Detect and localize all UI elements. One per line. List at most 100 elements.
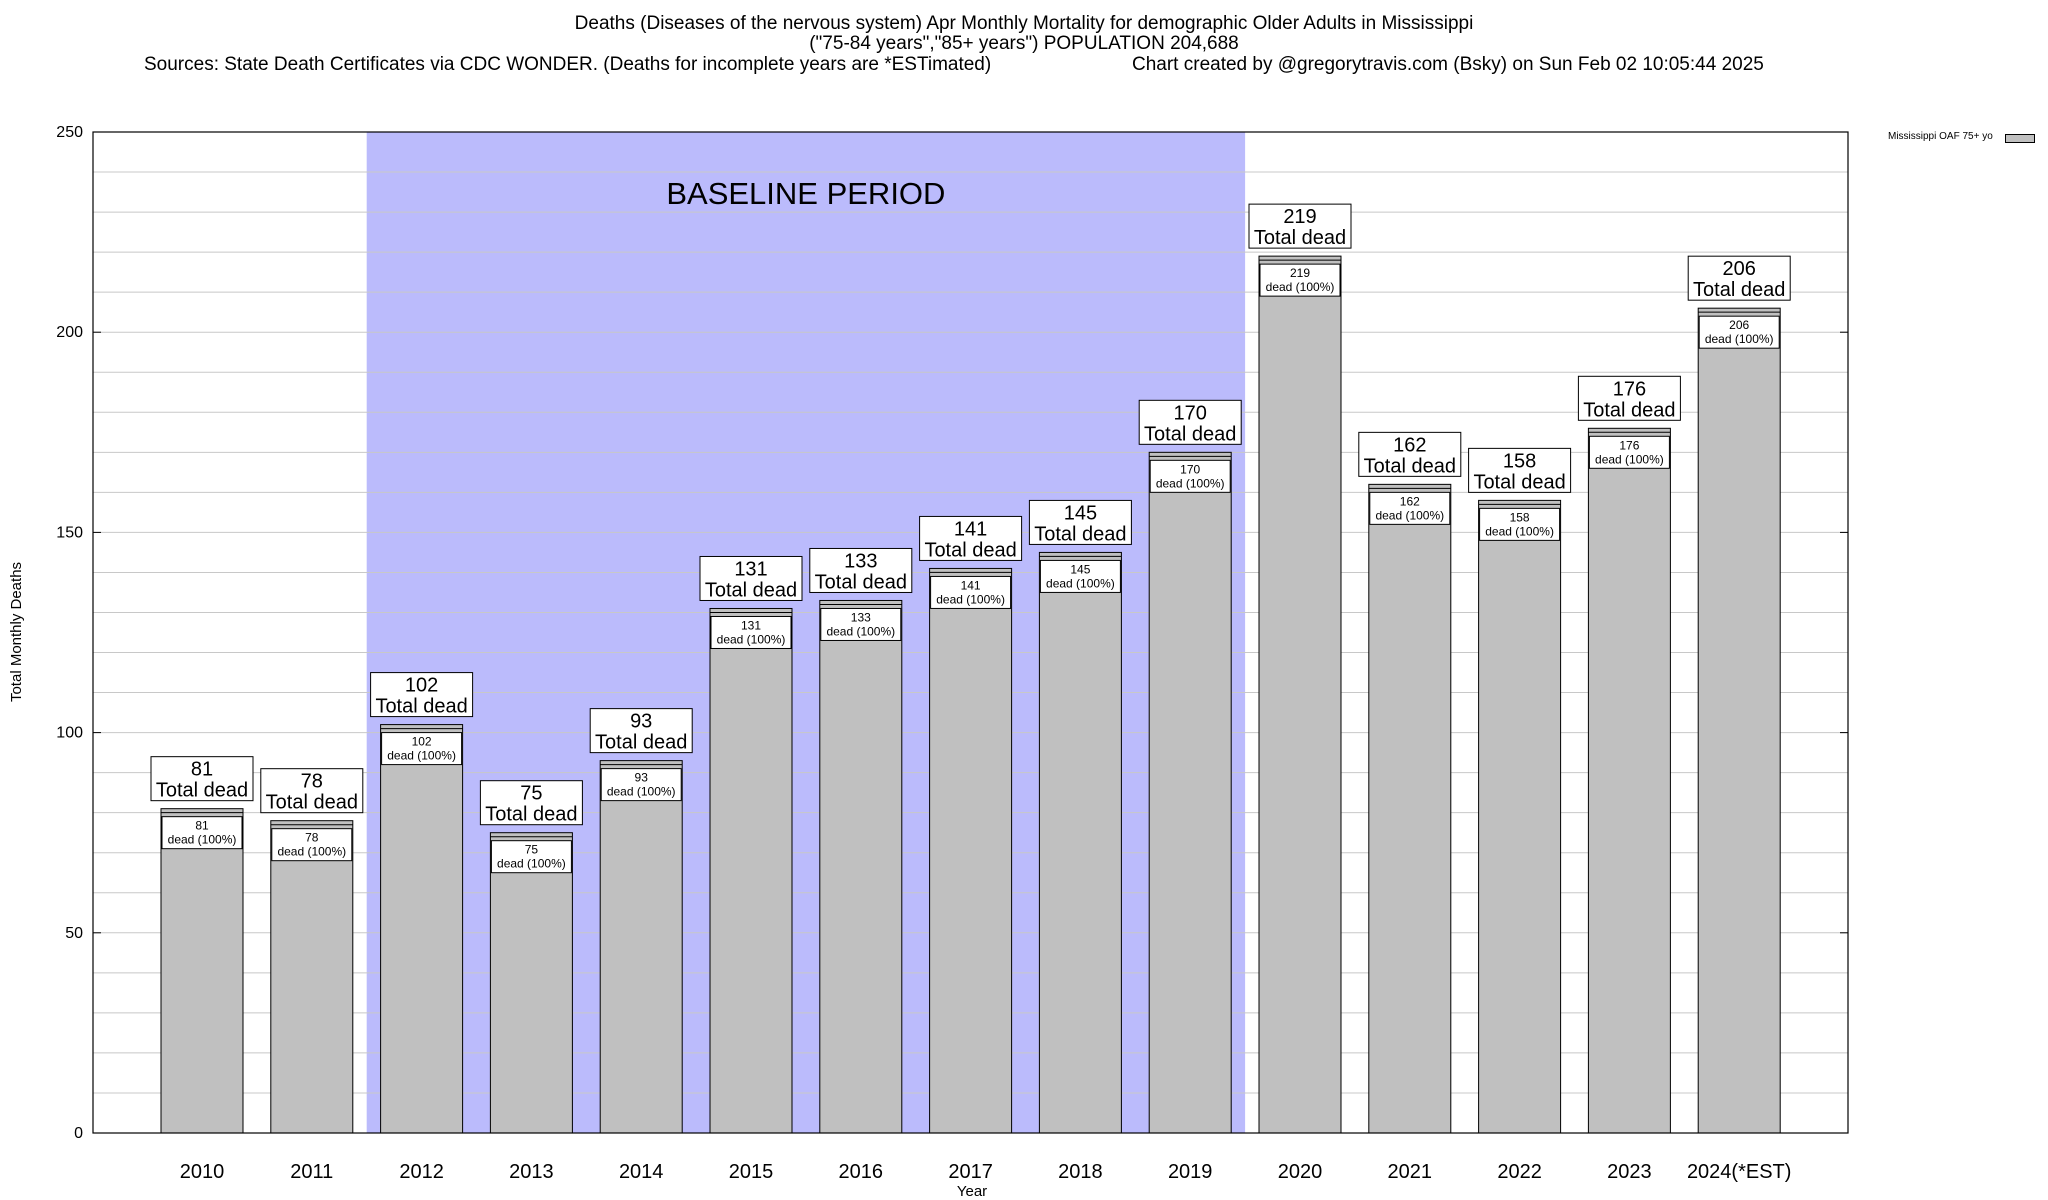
inner-label-box — [1479, 507, 1561, 541]
inner-percent-label: dead (100%) — [1705, 332, 1774, 346]
total-dead-label: Total dead — [485, 804, 577, 826]
inner-label-box — [271, 828, 353, 862]
y-tick-label: 50 — [65, 925, 83, 942]
inner-value-label: 81 — [195, 819, 209, 833]
total-value-label: 93 — [630, 711, 652, 733]
total-value-label: 219 — [1283, 206, 1316, 228]
x-tick-label: 2014 — [619, 1161, 664, 1183]
inner-percent-label: dead (100%) — [1485, 524, 1554, 538]
inner-label-box — [1588, 435, 1670, 469]
x-tick-label: 2021 — [1388, 1161, 1433, 1183]
inner-value-label: 206 — [1729, 318, 1749, 332]
bar — [1258, 255, 1342, 1134]
total-value-label: 131 — [734, 558, 767, 580]
total-label-box — [589, 708, 693, 754]
x-axis-label: Year — [957, 1183, 987, 1200]
total-label-box — [919, 515, 1023, 561]
legend-entry-label: Mississippi OAF 75+ yo — [1888, 131, 1993, 142]
x-tick-label: 2024(*EST) — [1687, 1161, 1792, 1183]
total-label-box — [1577, 375, 1681, 421]
inner-label-box — [1259, 263, 1341, 297]
total-label-box — [260, 768, 364, 814]
inner-value-label: 75 — [525, 843, 539, 857]
total-value-label: 176 — [1613, 378, 1646, 400]
x-tick-label: 2018 — [1058, 1161, 1103, 1183]
inner-value-label: 93 — [635, 771, 649, 785]
x-tick-label: 2016 — [839, 1161, 884, 1183]
total-label-box — [150, 756, 254, 802]
total-label-box — [1248, 203, 1352, 249]
total-dead-label: Total dead — [1144, 423, 1236, 445]
total-dead-label: Total dead — [1034, 523, 1126, 545]
bar — [160, 808, 244, 1134]
inner-percent-label: dead (100%) — [277, 845, 346, 859]
inner-value-label: 131 — [741, 618, 761, 632]
bar — [1038, 551, 1122, 1134]
bar — [489, 832, 573, 1134]
total-label-box — [370, 672, 474, 718]
chart-title-line-2: ("75-84 years","85+ years") POPULATION 2… — [809, 33, 1239, 54]
total-label-box — [1358, 431, 1462, 477]
total-label-box — [1028, 499, 1132, 545]
bar — [270, 820, 354, 1134]
inner-value-label: 176 — [1619, 438, 1639, 452]
total-dead-label: Total dead — [595, 732, 687, 754]
total-dead-label: Total dead — [1364, 455, 1456, 477]
total-dead-label: Total dead — [705, 579, 797, 601]
inner-label-box — [381, 732, 463, 766]
inner-percent-label: dead (100%) — [826, 624, 895, 638]
chart-title-line-1: Deaths (Diseases of the nervous system) … — [574, 13, 1474, 34]
total-value-label: 102 — [405, 675, 438, 697]
bar — [599, 760, 683, 1134]
inner-value-label: 133 — [851, 610, 871, 624]
bar — [709, 607, 793, 1134]
total-value-label: 81 — [191, 759, 213, 781]
inner-label-box — [930, 575, 1012, 609]
total-dead-label: Total dead — [1693, 279, 1785, 301]
total-value-label: 78 — [301, 771, 323, 793]
total-value-label: 170 — [1174, 402, 1207, 424]
inner-label-box — [1149, 459, 1231, 493]
x-tick-label: 2023 — [1607, 1161, 1652, 1183]
inner-label-box — [1698, 315, 1780, 349]
bar — [1478, 499, 1562, 1134]
inner-value-label: 102 — [412, 735, 432, 749]
inner-value-label: 78 — [305, 831, 319, 845]
inner-value-label: 219 — [1290, 266, 1310, 280]
y-tick-label: 150 — [56, 524, 83, 541]
total-value-label: 162 — [1393, 434, 1426, 456]
bar — [380, 724, 464, 1134]
bar — [929, 567, 1013, 1134]
bar — [1148, 451, 1232, 1134]
total-value-label: 206 — [1723, 258, 1756, 280]
plot-border — [92, 131, 1849, 1134]
inner-percent-label: dead (100%) — [607, 785, 676, 799]
bar — [1587, 427, 1671, 1134]
inner-label-box — [710, 615, 792, 649]
baseline-label: BASELINE PERIOD — [666, 176, 945, 211]
x-tick-label: 2020 — [1278, 1161, 1323, 1183]
inner-percent-label: dead (100%) — [1046, 576, 1115, 590]
x-tick-label: 2010 — [180, 1161, 225, 1183]
inner-percent-label: dead (100%) — [387, 749, 456, 763]
total-label-box — [479, 780, 583, 826]
total-label-box — [809, 547, 913, 593]
total-value-label: 145 — [1064, 502, 1097, 524]
inner-label-box — [600, 768, 682, 802]
x-tick-label: 2013 — [509, 1161, 554, 1183]
total-value-label: 158 — [1503, 450, 1536, 472]
chart-title: Deaths (Diseases of the nervous system) … — [0, 14, 2048, 54]
x-tick-label: 2017 — [948, 1161, 993, 1183]
inner-value-label: 162 — [1400, 494, 1420, 508]
total-value-label: 75 — [520, 783, 542, 805]
chart-credit: Chart created by @gregorytravis.com (Bsk… — [1132, 54, 1764, 75]
total-label-box — [699, 555, 803, 601]
total-label-box — [1468, 447, 1572, 493]
total-label-box — [1138, 399, 1242, 445]
y-tick-label: 250 — [56, 124, 83, 141]
inner-label-box — [820, 607, 902, 641]
inner-percent-label: dead (100%) — [717, 632, 786, 646]
inner-percent-label: dead (100%) — [1375, 508, 1444, 522]
total-dead-label: Total dead — [266, 792, 358, 814]
